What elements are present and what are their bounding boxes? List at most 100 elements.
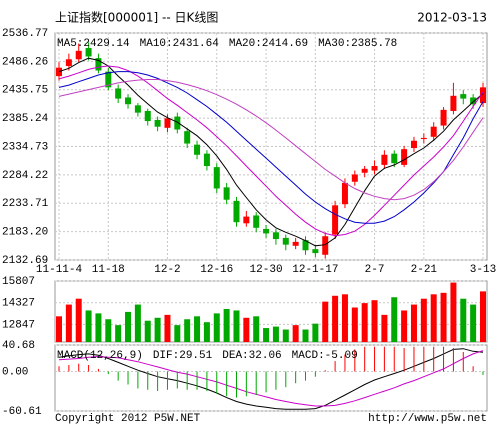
y-tick-label: 2385.24 [2,113,49,125]
series-line [58,348,484,410]
candle-body [371,166,378,171]
volume-bar [420,298,427,342]
volume-bar [302,329,309,342]
volume-bar [233,310,240,342]
volume-bar [470,304,477,342]
site-url: http://www.p5w.net [368,413,487,425]
x-tick-label: 12-16 [200,264,233,276]
volume-bar [450,282,457,342]
y-tick-label: 2486.26 [2,56,48,68]
candle-body [420,137,427,140]
legend-entry: MA30:2385.78 [318,38,397,50]
legend-entry: MA20:2414.69 [229,38,308,50]
x-tick-label: 11-11-4 [36,264,83,276]
volume-bar [282,329,289,342]
legend-entry: MACD:-5.09 [292,350,358,362]
candle-body [470,97,477,105]
volume-bar [430,294,437,342]
volume-bar [351,307,358,342]
candle-body [233,200,240,223]
volume-bar [194,316,201,342]
volume-bar [332,295,339,342]
candle-body [75,50,82,60]
candle-body [213,167,220,189]
volume-bar [85,310,92,342]
volume-bar [480,291,486,342]
legend-entry: MA10:2431.64 [140,38,220,50]
y-tick-label: 40.68 [2,340,35,352]
volume-bar [65,304,72,342]
volume-bar [391,297,398,342]
legend-entry: MA5:2429.14 [57,38,130,50]
candle-body [223,187,230,200]
candle-body [203,153,210,167]
candle-body [95,58,102,71]
page-title: 上证指数[000001] -- 日K线图 [55,10,218,25]
candle-body [480,87,486,104]
legend-entry: DEA:32.06 [222,350,281,362]
series-line [58,71,484,224]
candle-body [154,119,161,127]
volume-bar [272,326,279,342]
candle-body [361,168,368,173]
candle-body [115,88,122,99]
candle-body [194,144,201,155]
volume-bar [134,304,141,342]
y-tick-label: 15807 [2,276,35,288]
volume-bar [292,325,299,342]
candle-body [351,174,358,182]
candle-body [322,236,329,255]
candle-body [105,71,112,88]
volume-bar [312,323,319,342]
y-tick-label: 2284.22 [2,170,48,182]
volume-bar [125,311,132,342]
volume-bar [263,328,270,342]
legend-entry: MACD(12,26,9) [57,350,143,362]
candle-body [430,126,437,137]
volume-bar [381,314,388,342]
candle-body [401,149,408,165]
volume-bar [184,319,191,342]
candle-body [391,153,398,164]
volume-bar [341,294,348,342]
candle-body [65,59,72,67]
candle-body [164,118,171,128]
candle-body [272,232,279,240]
candle-body [263,228,270,234]
volume-bar [56,316,62,342]
y-tick-label: 2132.69 [2,255,48,267]
y-tick-label: 2435.75 [2,85,48,97]
volume-bar [164,314,171,342]
candle-body [282,237,289,245]
y-tick-label: 2536.77 [2,28,48,40]
candle-body [381,154,388,165]
copyright: Copyright 2012 P5W.NET [55,413,201,425]
candle-body [134,105,141,113]
y-tick-label: 0.00 [2,366,28,378]
candle-body [312,249,319,254]
x-tick-label: 12-1-17 [292,264,338,276]
candle-body [184,131,191,144]
series-line [58,79,484,201]
volume-bar [213,313,220,342]
candle-body [243,216,250,224]
candle-body [125,97,132,105]
x-tick-label: 3-13 [470,264,496,276]
candle-body [341,182,348,205]
x-tick-label: 12-30 [250,264,283,276]
y-tick-label: 12847 [2,319,35,331]
volume-bar [154,317,161,342]
volume-bar [371,300,378,342]
series-line [58,350,484,407]
y-tick-label: 2233.71 [2,198,49,210]
volume-bar [174,325,181,342]
volume-bar [203,322,210,342]
x-tick-label: 2-21 [411,264,438,276]
candle-body [450,95,457,111]
x-tick-label: 11-18 [92,264,125,276]
volume-bar [75,298,82,342]
candle-body [174,116,181,130]
candle-body [440,109,447,126]
y-tick-label: 2334.73 [2,141,48,153]
